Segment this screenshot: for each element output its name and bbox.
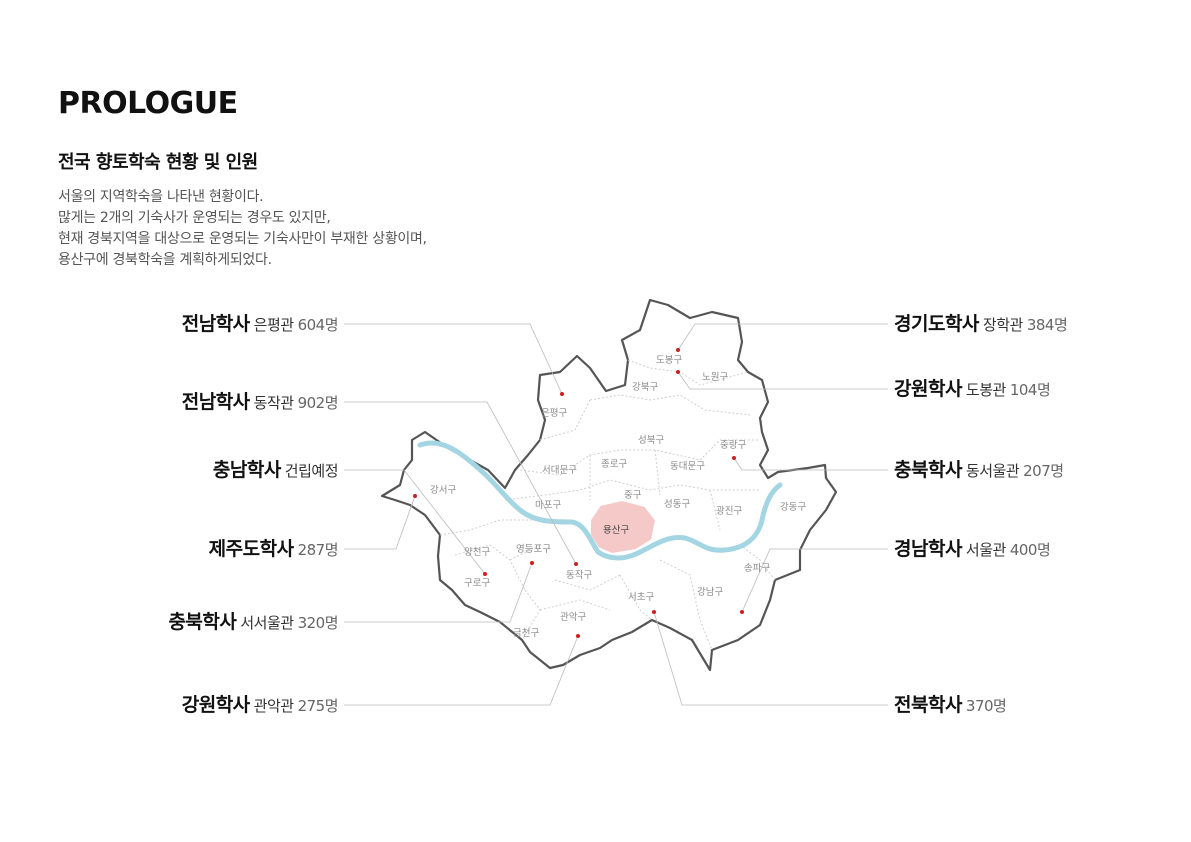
dorm-label-left: 강원학사 관악관 275명 <box>48 692 339 719</box>
student-count: 384명 <box>1026 316 1068 334</box>
district-label: 강서구 <box>430 485 456 496</box>
district-label: 강동구 <box>780 502 806 513</box>
dorm-label-right: 경기도학사 장학관 384명 <box>894 311 1068 338</box>
dorm-label-right: 충북학사 동서울관 207명 <box>894 457 1064 484</box>
school-name: 강원학사 <box>894 378 962 400</box>
district-label: 송파구 <box>744 563 770 574</box>
school-name: 경남학사 <box>894 538 962 560</box>
marker-dot <box>740 610 744 614</box>
district-label: 서대문구 <box>542 465 577 476</box>
dorm-label-left: 전남학사 동작관 902명 <box>48 389 339 416</box>
hall-name: 동작관 <box>253 394 294 412</box>
student-count: 104명 <box>1009 381 1051 399</box>
student-count: 604명 <box>297 316 339 334</box>
district-label: 마포구 <box>535 500 561 511</box>
page-subtitle: 전국 향토학숙 현황 및 인원 <box>58 152 258 173</box>
school-name: 전남학사 <box>181 391 250 413</box>
hall-name: 동서울관 <box>965 462 1020 480</box>
district-label: 중랑구 <box>720 439 746 451</box>
marker-dot <box>413 494 417 498</box>
school-name: 강원학사 <box>181 694 250 716</box>
district-label: 은평구 <box>541 408 567 419</box>
district-label: 노원구 <box>702 372 728 383</box>
school-name: 경기도학사 <box>894 313 979 335</box>
page-title: PROLOGUE <box>58 86 238 121</box>
school-name: 충북학사 <box>894 459 962 481</box>
marker-dot <box>530 561 534 565</box>
student-count: 275명 <box>297 697 339 715</box>
school-name: 충남학사 <box>212 459 281 481</box>
district-label: 종로구 <box>601 459 627 470</box>
dorm-label-left: 제주도학사 287명 <box>48 536 339 563</box>
dorm-label-left: 충북학사 서서울관 320명 <box>48 609 338 636</box>
district-label: 구로구 <box>464 578 490 589</box>
district-label: 광진구 <box>716 505 742 517</box>
student-count: 207명 <box>1023 462 1064 480</box>
hall-name: 은평관 <box>253 316 294 334</box>
district-label: 강남구 <box>697 587 723 598</box>
district-label: 금천구 <box>513 628 539 639</box>
dorm-label-right: 경남학사 서울관 400명 <box>894 536 1051 563</box>
hall-name: 장학관 <box>982 316 1023 334</box>
district-label: 성동구 <box>664 499 690 510</box>
district-label: 양천구 <box>464 547 490 558</box>
student-count: 320명 <box>297 614 339 632</box>
hall-name: 도봉관 <box>965 381 1006 399</box>
student-count: 400명 <box>1009 541 1051 559</box>
description-line: 많게는 2개의 기숙사가 운영되는 경우도 있지만, <box>58 210 331 226</box>
seoul-outline <box>380 298 838 672</box>
marker-dot <box>652 610 656 614</box>
district-label: 강북구 <box>632 382 658 393</box>
dormitory-markers <box>413 348 744 638</box>
district-label: 관악구 <box>560 611 586 623</box>
hall-name: 서서울관 <box>240 614 294 632</box>
han-river <box>417 440 783 561</box>
marker-dot <box>483 572 487 576</box>
school-name: 제주도학사 <box>208 538 294 560</box>
district-label: 서초구 <box>628 592 654 603</box>
school-name: 충북학사 <box>168 611 237 633</box>
hall-name: 서울관 <box>965 541 1006 559</box>
district-label: 동대문구 <box>670 461 705 472</box>
hall-name: 건립예정 <box>284 462 339 480</box>
district-label: 도봉구 <box>656 355 682 366</box>
description-line: 현재 경북지역을 대상으로 운영되는 기숙사만이 부재한 상황이며, <box>58 231 427 247</box>
marker-dot <box>732 456 736 460</box>
district-label-yongsan: 용산구 <box>603 525 629 536</box>
marker-dot <box>560 392 564 396</box>
student-count: 287명 <box>297 541 339 559</box>
dorm-label-right: 강원학사 도봉관 104명 <box>894 376 1051 403</box>
marker-dot <box>576 634 580 638</box>
marker-dot <box>574 562 578 566</box>
district-label: 영등포구 <box>516 544 551 555</box>
marker-dot <box>676 348 680 352</box>
leader-lines <box>344 323 888 706</box>
description-line: 서울의 지역학숙을 나타낸 현황이다. <box>58 189 264 205</box>
dorm-label-right: 전북학사 370명 <box>894 692 1007 719</box>
district-labels: 도봉구 노원구 강북구 은평구 성북구 중랑구 서대문구 종로구 동대문구 강서… <box>430 355 806 639</box>
district-label: 중구 <box>624 490 642 501</box>
district-label: 성북구 <box>638 435 664 446</box>
dorm-label-left: 전남학사 은평관 604명 <box>48 311 339 338</box>
description: 서울의 지역학숙을 나타낸 현황이다. 많게는 2개의 기숙사가 운영되는 경우… <box>58 187 618 271</box>
description-line: 용산구에 경북학숙을 계획하게되었다. <box>58 252 272 268</box>
school-name: 전남학사 <box>181 313 250 335</box>
marker-dot <box>676 370 680 374</box>
district-label: 동작구 <box>566 570 592 581</box>
student-count: 370명 <box>965 697 1007 715</box>
student-count: 902명 <box>297 394 339 412</box>
school-name: 전북학사 <box>894 694 962 716</box>
hall-name: 관악관 <box>253 697 294 715</box>
dorm-label-left: 충남학사 건립예정 <box>48 457 339 484</box>
